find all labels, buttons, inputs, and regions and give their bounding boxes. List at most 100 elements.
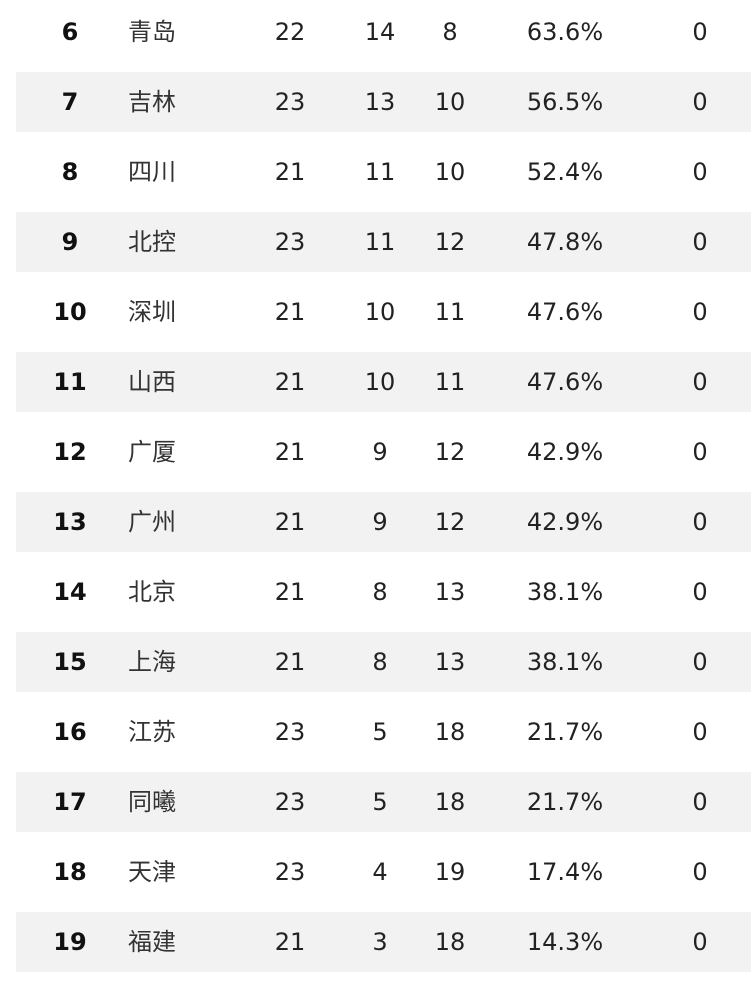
team-cell: 福建 [128,928,176,956]
table-row: 12 广厦 21 9 12 42.9% 0 [16,422,751,482]
games-behind-cell: 0 [692,88,708,116]
rank-cell: 16 [53,718,87,746]
table-row: 11 山西 21 10 11 47.6% 0 [16,352,751,412]
table-row: 14 北京 21 8 13 38.1% 0 [16,562,751,622]
losses-cell: 12 [434,228,466,256]
games-cell: 22 [274,18,306,46]
wins-cell: 9 [372,438,388,466]
team-cell: 广州 [128,508,176,536]
team-cell: 四川 [128,158,176,186]
games-cell: 23 [274,228,306,256]
wins-cell: 5 [372,718,388,746]
losses-cell: 10 [434,158,466,186]
win-pct-cell: 17.4% [526,858,604,886]
games-behind-cell: 0 [692,718,708,746]
games-cell: 23 [274,788,306,816]
win-pct-cell: 14.3% [526,928,604,956]
team-cell: 上海 [128,648,176,676]
team-cell: 天津 [128,858,176,886]
wins-cell: 8 [372,648,388,676]
rank-cell: 11 [53,368,87,396]
win-pct-cell: 52.4% [526,158,604,186]
games-behind-cell: 0 [692,18,708,46]
games-behind-cell: 0 [692,298,708,326]
table-row: 15 上海 21 8 13 38.1% 0 [16,632,751,692]
team-cell: 江苏 [128,718,176,746]
rank-cell: 15 [53,648,87,676]
games-behind-cell: 0 [692,438,708,466]
wins-cell: 10 [364,368,396,396]
wins-cell: 3 [372,928,388,956]
team-cell: 吉林 [128,88,176,116]
table-row: 9 北控 23 11 12 47.8% 0 [16,212,751,272]
games-behind-cell: 0 [692,788,708,816]
games-cell: 21 [274,298,306,326]
wins-cell: 4 [372,858,388,886]
wins-cell: 14 [364,18,396,46]
losses-cell: 11 [434,368,466,396]
games-cell: 21 [274,928,306,956]
win-pct-cell: 47.6% [526,298,604,326]
team-cell: 北京 [128,578,176,606]
games-behind-cell: 0 [692,158,708,186]
losses-cell: 13 [434,578,466,606]
games-behind-cell: 0 [692,648,708,676]
wins-cell: 11 [364,158,396,186]
win-pct-cell: 38.1% [526,578,604,606]
win-pct-cell: 47.8% [526,228,604,256]
rank-cell: 7 [61,88,79,116]
games-cell: 21 [274,368,306,396]
games-behind-cell: 0 [692,578,708,606]
wins-cell: 8 [372,578,388,606]
games-cell: 21 [274,508,306,536]
rank-cell: 9 [61,228,79,256]
games-cell: 23 [274,88,306,116]
games-cell: 21 [274,578,306,606]
table-row: 6 青岛 22 14 8 63.6% 0 [16,2,751,62]
win-pct-cell: 63.6% [526,18,604,46]
table-row: 7 吉林 23 13 10 56.5% 0 [16,72,751,132]
table-row: 10 深圳 21 10 11 47.6% 0 [16,282,751,342]
games-behind-cell: 0 [692,508,708,536]
losses-cell: 19 [434,858,466,886]
wins-cell: 13 [364,88,396,116]
rank-cell: 17 [53,788,87,816]
team-cell: 北控 [128,228,176,256]
table-row: 17 同曦 23 5 18 21.7% 0 [16,772,751,832]
table-row: 8 四川 21 11 10 52.4% 0 [16,142,751,202]
table-row: 13 广州 21 9 12 42.9% 0 [16,492,751,552]
team-cell: 同曦 [128,788,176,816]
win-pct-cell: 21.7% [526,788,604,816]
wins-cell: 10 [364,298,396,326]
losses-cell: 18 [434,788,466,816]
team-cell: 广厦 [128,438,176,466]
games-behind-cell: 0 [692,858,708,886]
win-pct-cell: 56.5% [526,88,604,116]
win-pct-cell: 47.6% [526,368,604,396]
losses-cell: 12 [434,508,466,536]
games-cell: 23 [274,858,306,886]
rank-cell: 12 [53,438,87,466]
games-behind-cell: 0 [692,228,708,256]
losses-cell: 11 [434,298,466,326]
games-cell: 21 [274,438,306,466]
table-row: 18 天津 23 4 19 17.4% 0 [16,842,751,902]
win-pct-cell: 38.1% [526,648,604,676]
wins-cell: 9 [372,508,388,536]
rank-cell: 10 [53,298,87,326]
losses-cell: 18 [434,718,466,746]
win-pct-cell: 42.9% [526,508,604,536]
team-cell: 青岛 [128,18,176,46]
games-cell: 23 [274,718,306,746]
wins-cell: 5 [372,788,388,816]
games-cell: 21 [274,648,306,676]
rank-cell: 19 [53,928,87,956]
wins-cell: 11 [364,228,396,256]
standings-table: 6 青岛 22 14 8 63.6% 0 7 吉林 23 13 10 56.5%… [16,2,751,982]
team-cell: 山西 [128,368,176,396]
table-row: 19 福建 21 3 18 14.3% 0 [16,912,751,972]
losses-cell: 13 [434,648,466,676]
rank-cell: 8 [61,158,79,186]
losses-cell: 18 [434,928,466,956]
losses-cell: 10 [434,88,466,116]
